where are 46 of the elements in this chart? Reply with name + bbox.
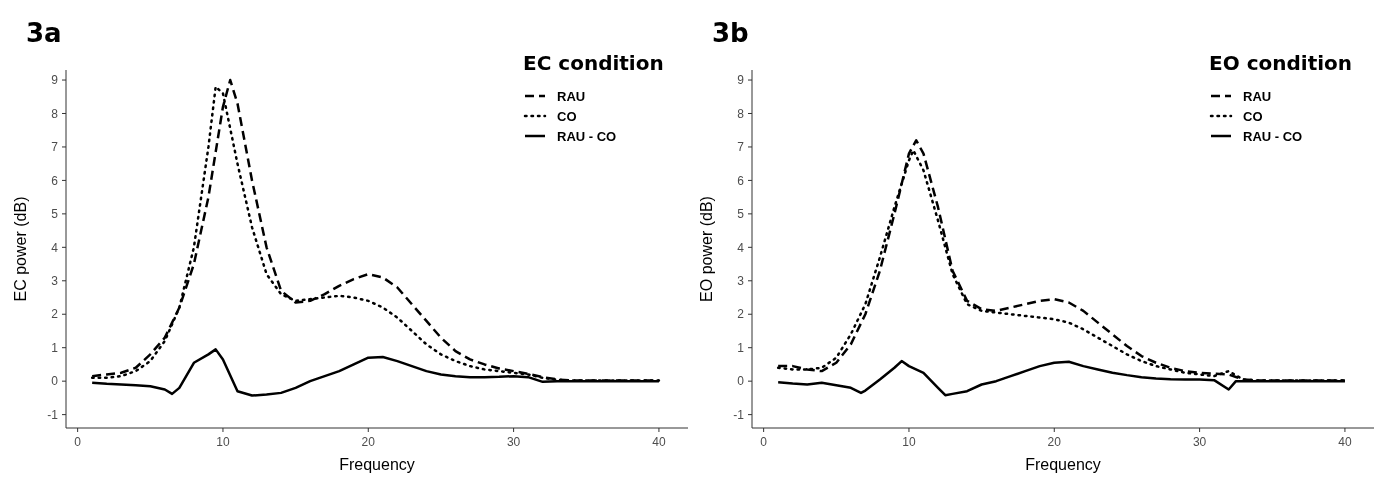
chart-title: 3a <box>26 18 62 48</box>
y-tick-label: 5 <box>51 207 59 222</box>
y-tick-label: 9 <box>51 73 59 88</box>
x-axis-title: Frequency <box>1025 456 1101 473</box>
x-tick-label: 10 <box>902 435 916 449</box>
y-tick-label: 0 <box>51 374 59 389</box>
y-tick-label: 8 <box>51 106 59 121</box>
y-axis-title: EO power (dB) <box>698 196 715 302</box>
legend-title: EO condition <box>1209 51 1353 75</box>
x-tick-label: 30 <box>1192 435 1207 449</box>
x-tick-label: 0 <box>74 435 82 449</box>
legend-title: EC condition <box>523 51 664 75</box>
y-tick-label: -1 <box>733 407 745 422</box>
x-tick-label: 20 <box>361 435 376 449</box>
y-tick-label: 6 <box>737 173 745 188</box>
x-tick-label: 10 <box>216 435 230 449</box>
legend-label: RAU <box>557 88 586 104</box>
x-tick-label: 40 <box>652 435 666 449</box>
y-tick-label: 3 <box>51 273 59 288</box>
y-tick-label: 6 <box>51 173 59 188</box>
x-tick-label: 40 <box>1338 435 1352 449</box>
y-tick-label: 0 <box>737 374 745 389</box>
x-tick-label: 0 <box>760 435 768 449</box>
y-tick-label: 8 <box>737 106 745 121</box>
y-tick-label: 7 <box>737 140 745 155</box>
y-tick-label: 7 <box>51 140 59 155</box>
chart-title: 3b <box>712 18 749 48</box>
legend-label: CO <box>557 108 577 124</box>
legend-label: RAU - CO <box>1243 128 1303 144</box>
legend-label: RAU <box>1243 88 1272 104</box>
y-tick-label: 4 <box>51 240 59 255</box>
y-tick-label: 4 <box>737 240 745 255</box>
y-tick-label: 2 <box>737 307 745 322</box>
y-axis-title: EC power (dB) <box>12 196 29 302</box>
legend-label: CO <box>1243 108 1263 124</box>
y-tick-label: 1 <box>737 340 745 355</box>
x-axis-title: Frequency <box>339 456 415 473</box>
y-tick-label: 2 <box>51 307 59 322</box>
y-tick-label: 1 <box>51 340 59 355</box>
y-tick-label: 5 <box>737 207 745 222</box>
y-tick-label: -1 <box>47 407 59 422</box>
x-tick-label: 20 <box>1047 435 1062 449</box>
legend-label: RAU - CO <box>557 128 617 144</box>
x-tick-label: 30 <box>506 435 521 449</box>
y-tick-label: 9 <box>737 73 745 88</box>
y-tick-label: 3 <box>737 273 745 288</box>
